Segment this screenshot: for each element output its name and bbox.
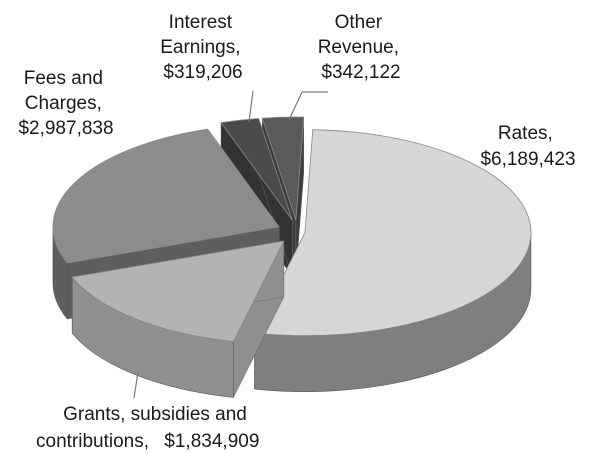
- slice-label-other-name2: Revenue,: [318, 37, 399, 58]
- slice-label-grants-value: $1,834,909: [164, 431, 259, 452]
- slices-layer: [52, 116, 532, 398]
- slice-label-grants-line2: contributions, $1,834,909: [36, 431, 259, 452]
- slice-label-interest-name: Interest: [169, 12, 233, 33]
- slice-label-fees-value: $2,987,838: [18, 118, 113, 139]
- slice-top-fees: [52, 128, 280, 264]
- leader-line-grants: [133, 371, 139, 399]
- slice-label-rates-name: Rates,: [498, 123, 553, 144]
- slice-label-other-value: $342,122: [321, 62, 400, 83]
- slice-rates: [253, 129, 532, 392]
- leader-line-other: [288, 91, 303, 121]
- slice-label-rates: Rates, $6,189,423: [480, 123, 575, 170]
- slice-label-fees: Fees and Charges, $2,987,838: [18, 68, 113, 139]
- slice-top-interest: [220, 118, 293, 221]
- slice-label-interest: Interest Earnings, $319,206: [160, 12, 246, 83]
- slice-label-other: Other Revenue, $342,122: [318, 12, 405, 83]
- slice-label-rates-value: $6,189,423: [480, 149, 575, 170]
- slice-top-grants: [71, 240, 285, 342]
- slice-top-other: [261, 116, 305, 221]
- slice-label-fees-name: Fees and: [24, 68, 103, 89]
- slice-label-grants-name2: contributions,: [36, 431, 149, 452]
- slice-grants: [71, 240, 285, 398]
- slice-label-grants: Grants, subsidies and: [63, 404, 247, 425]
- slice-label-grants-name: Grants, subsidies and: [63, 404, 247, 425]
- slice-label-interest-name2: Earnings,: [160, 37, 240, 58]
- leader-lines: [133, 90, 328, 399]
- slice-top-rates: [253, 129, 532, 337]
- slice-label-interest-value: $319,206: [163, 62, 242, 83]
- slice-label-other-name: Other: [335, 12, 383, 33]
- leader-line-interest: [248, 90, 254, 123]
- labels-layer: Rates, $6,189,423 Grants, subsidies and …: [18, 12, 575, 452]
- slice-label-fees-name2: Charges,: [25, 93, 102, 114]
